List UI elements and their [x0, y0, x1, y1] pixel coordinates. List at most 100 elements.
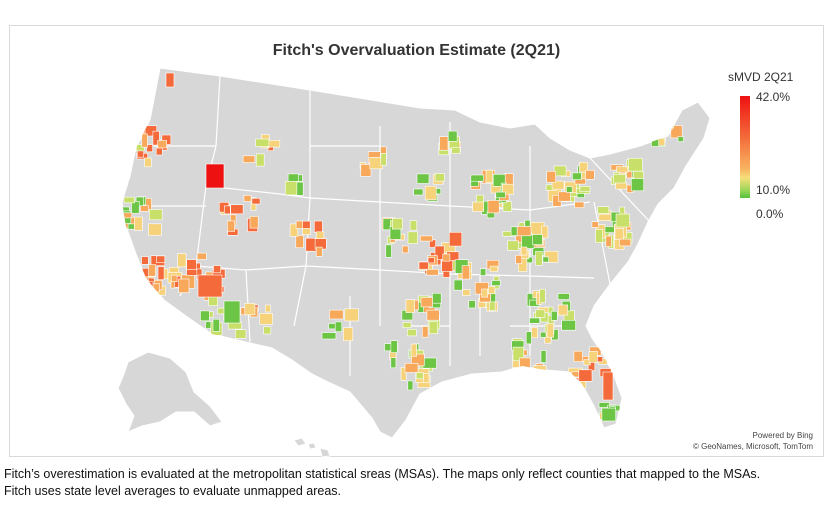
msa-county	[502, 201, 512, 212]
msa-county	[550, 310, 558, 321]
msa-county	[409, 220, 418, 231]
msa-county	[434, 245, 445, 260]
msa-county	[197, 274, 223, 298]
msa-county	[196, 252, 207, 260]
msa-county	[626, 171, 633, 179]
msa-county	[136, 144, 145, 152]
msa-county	[451, 147, 461, 154]
msa-county	[177, 253, 187, 268]
msa-county	[595, 229, 603, 244]
msa-county	[178, 278, 190, 293]
msa-county	[481, 288, 489, 298]
msa-county	[448, 232, 463, 247]
msa-county	[255, 138, 270, 147]
msa-county	[140, 205, 149, 212]
msa-county	[321, 332, 337, 340]
msa-county	[539, 288, 546, 304]
msa-county	[551, 180, 565, 190]
msa-county	[284, 181, 299, 196]
msa-county	[495, 191, 506, 199]
msa-county	[315, 246, 323, 257]
msa-county	[571, 371, 580, 378]
msa-county	[402, 322, 412, 328]
caption-line-2: Fitch uses state level averages to evalu…	[4, 484, 342, 498]
state-border-line	[245, 265, 307, 271]
msa-county	[585, 170, 595, 180]
msa-county	[421, 326, 429, 338]
msa-county	[295, 235, 304, 248]
msa-county	[598, 213, 613, 221]
msa-county	[579, 186, 591, 192]
msa-county	[390, 340, 398, 353]
msa-county	[516, 226, 532, 237]
msa-county	[432, 292, 442, 304]
state-border-line	[309, 197, 381, 203]
legend-min-label: 0.0%	[756, 207, 784, 221]
msa-county	[658, 138, 666, 146]
msa-county	[360, 164, 372, 177]
msa-county	[557, 304, 569, 316]
msa-county	[415, 372, 424, 380]
msa-county	[131, 201, 140, 214]
msa-county	[243, 195, 252, 202]
msa-county	[557, 191, 571, 202]
msa-county	[602, 371, 614, 401]
alaska-landmass	[117, 351, 223, 433]
msa-county	[385, 244, 392, 258]
msa-county	[572, 172, 582, 180]
msa-county	[540, 331, 547, 338]
msa-county	[186, 259, 197, 271]
msa-county	[470, 180, 479, 187]
msa-county	[605, 235, 612, 248]
msa-county	[491, 280, 501, 286]
msa-county	[535, 251, 543, 266]
msa-county	[479, 268, 487, 276]
msa-county	[287, 173, 299, 183]
msa-county	[420, 235, 433, 242]
msa-county	[461, 265, 470, 280]
msa-county	[418, 261, 429, 270]
msa-county	[149, 209, 163, 221]
msa-county	[470, 174, 484, 182]
msa-county	[171, 274, 178, 282]
msa-county	[146, 144, 153, 153]
msa-county	[447, 130, 458, 142]
msa-county	[407, 380, 414, 391]
msa-county	[472, 201, 485, 212]
msa-county	[235, 329, 247, 339]
msa-county	[426, 309, 440, 321]
msa-county	[205, 163, 225, 189]
msa-county	[259, 313, 273, 325]
msa-county	[614, 228, 624, 240]
msa-county	[410, 343, 418, 357]
legend-mid-label: 10.0%	[756, 183, 791, 197]
msa-county	[424, 185, 437, 201]
msa-county	[263, 326, 272, 335]
msa-county	[488, 286, 496, 294]
msa-county	[573, 350, 583, 362]
msa-county	[123, 196, 135, 204]
msa-county	[515, 255, 523, 264]
msa-county	[141, 256, 149, 265]
msa-county	[295, 220, 303, 229]
msa-county	[628, 158, 643, 172]
msa-county	[313, 220, 323, 233]
msa-county	[157, 266, 165, 281]
msa-county	[434, 173, 445, 182]
msa-county	[531, 327, 538, 339]
state-border-line	[529, 275, 595, 279]
msa-county	[405, 299, 415, 313]
msa-county	[653, 130, 664, 138]
msa-county	[453, 279, 463, 291]
contiguous-us-landmass	[121, 67, 711, 439]
msa-county	[213, 265, 221, 274]
msa-county	[540, 350, 547, 363]
msa-county	[542, 256, 550, 263]
msa-county	[546, 323, 554, 338]
msa-county	[535, 309, 546, 318]
msa-county	[566, 186, 573, 193]
msa-county	[155, 147, 163, 156]
msa-county	[224, 205, 231, 215]
msa-county	[244, 303, 256, 316]
map-title: Fitch's Overvaluation Estimate (2Q21)	[272, 42, 561, 59]
